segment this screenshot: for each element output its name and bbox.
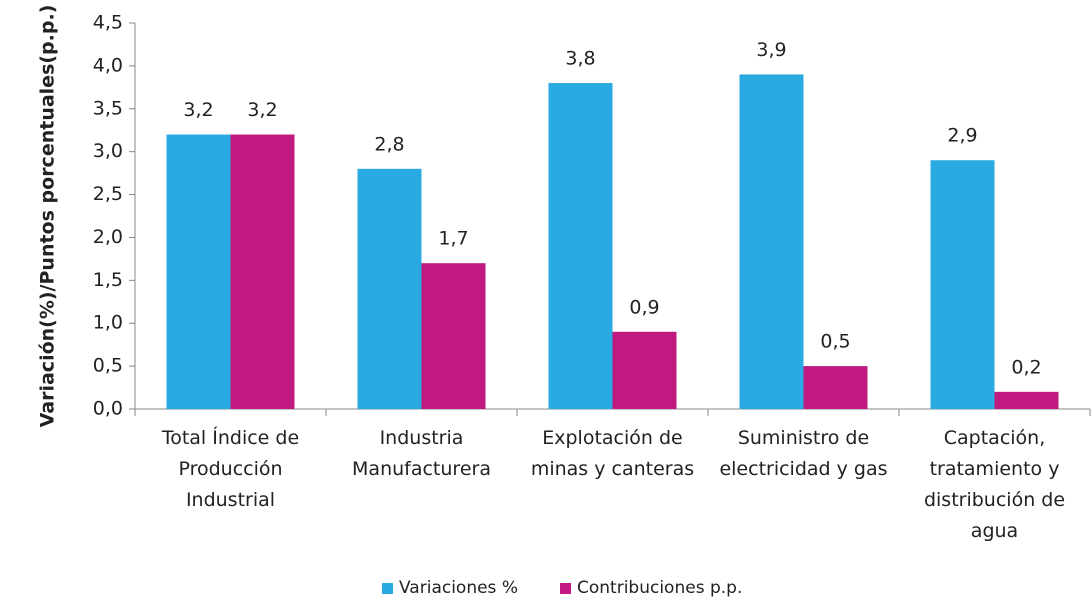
value-label: 0,2 <box>1011 356 1041 378</box>
y-tick-label: 4,0 <box>93 54 123 76</box>
legend-swatch <box>382 582 393 594</box>
bar <box>166 134 231 409</box>
y-tick-label: 1,5 <box>93 269 123 291</box>
legend-label: Contribuciones p.p. <box>577 578 743 598</box>
value-label: 3,2 <box>183 99 213 121</box>
bar <box>930 160 995 409</box>
legend-label: Variaciones % <box>399 578 518 598</box>
y-tick-label: 0,0 <box>93 398 123 420</box>
value-label: 3,9 <box>756 39 786 61</box>
y-tick-label: 0,5 <box>93 355 123 377</box>
bar <box>612 331 677 409</box>
legend-item: Variaciones % <box>382 578 518 598</box>
legend-swatch <box>560 582 571 594</box>
y-tick-label: 3,0 <box>93 140 123 162</box>
x-tick-label: Explotación de minas y canteras <box>530 427 695 480</box>
x-tick-label: Suministro de electricidad y gas <box>719 427 888 480</box>
value-label: 3,8 <box>565 48 595 70</box>
legend-item: Contribuciones p.p. <box>560 578 742 598</box>
bar <box>803 366 868 409</box>
bar <box>357 168 422 409</box>
y-tick-label: 3,5 <box>93 97 123 119</box>
x-tick-label: Industria Manufacturera <box>352 427 491 480</box>
bar <box>230 134 295 409</box>
bar <box>548 83 613 410</box>
x-tick-label: Total Índice de Producción Industrial <box>161 427 300 511</box>
value-label: 2,8 <box>374 133 404 155</box>
y-tick-label: 4,5 <box>93 12 123 34</box>
bar <box>994 391 1059 409</box>
value-label: 0,9 <box>629 296 659 318</box>
value-label: 0,5 <box>820 331 850 353</box>
x-tick-label: Captación, tratamiento y distribución de… <box>923 427 1066 542</box>
bar <box>421 263 486 409</box>
value-label: 1,7 <box>438 228 468 250</box>
value-label: 3,2 <box>247 99 277 121</box>
y-tick-label: 2,5 <box>93 183 123 205</box>
y-axis-title: Variación(%)/Puntos porcentuales(p.p.) <box>37 5 59 428</box>
y-tick-label: 2,0 <box>93 226 123 248</box>
bar <box>739 74 804 409</box>
value-label: 2,9 <box>947 125 977 147</box>
y-tick-label: 1,0 <box>93 312 123 334</box>
